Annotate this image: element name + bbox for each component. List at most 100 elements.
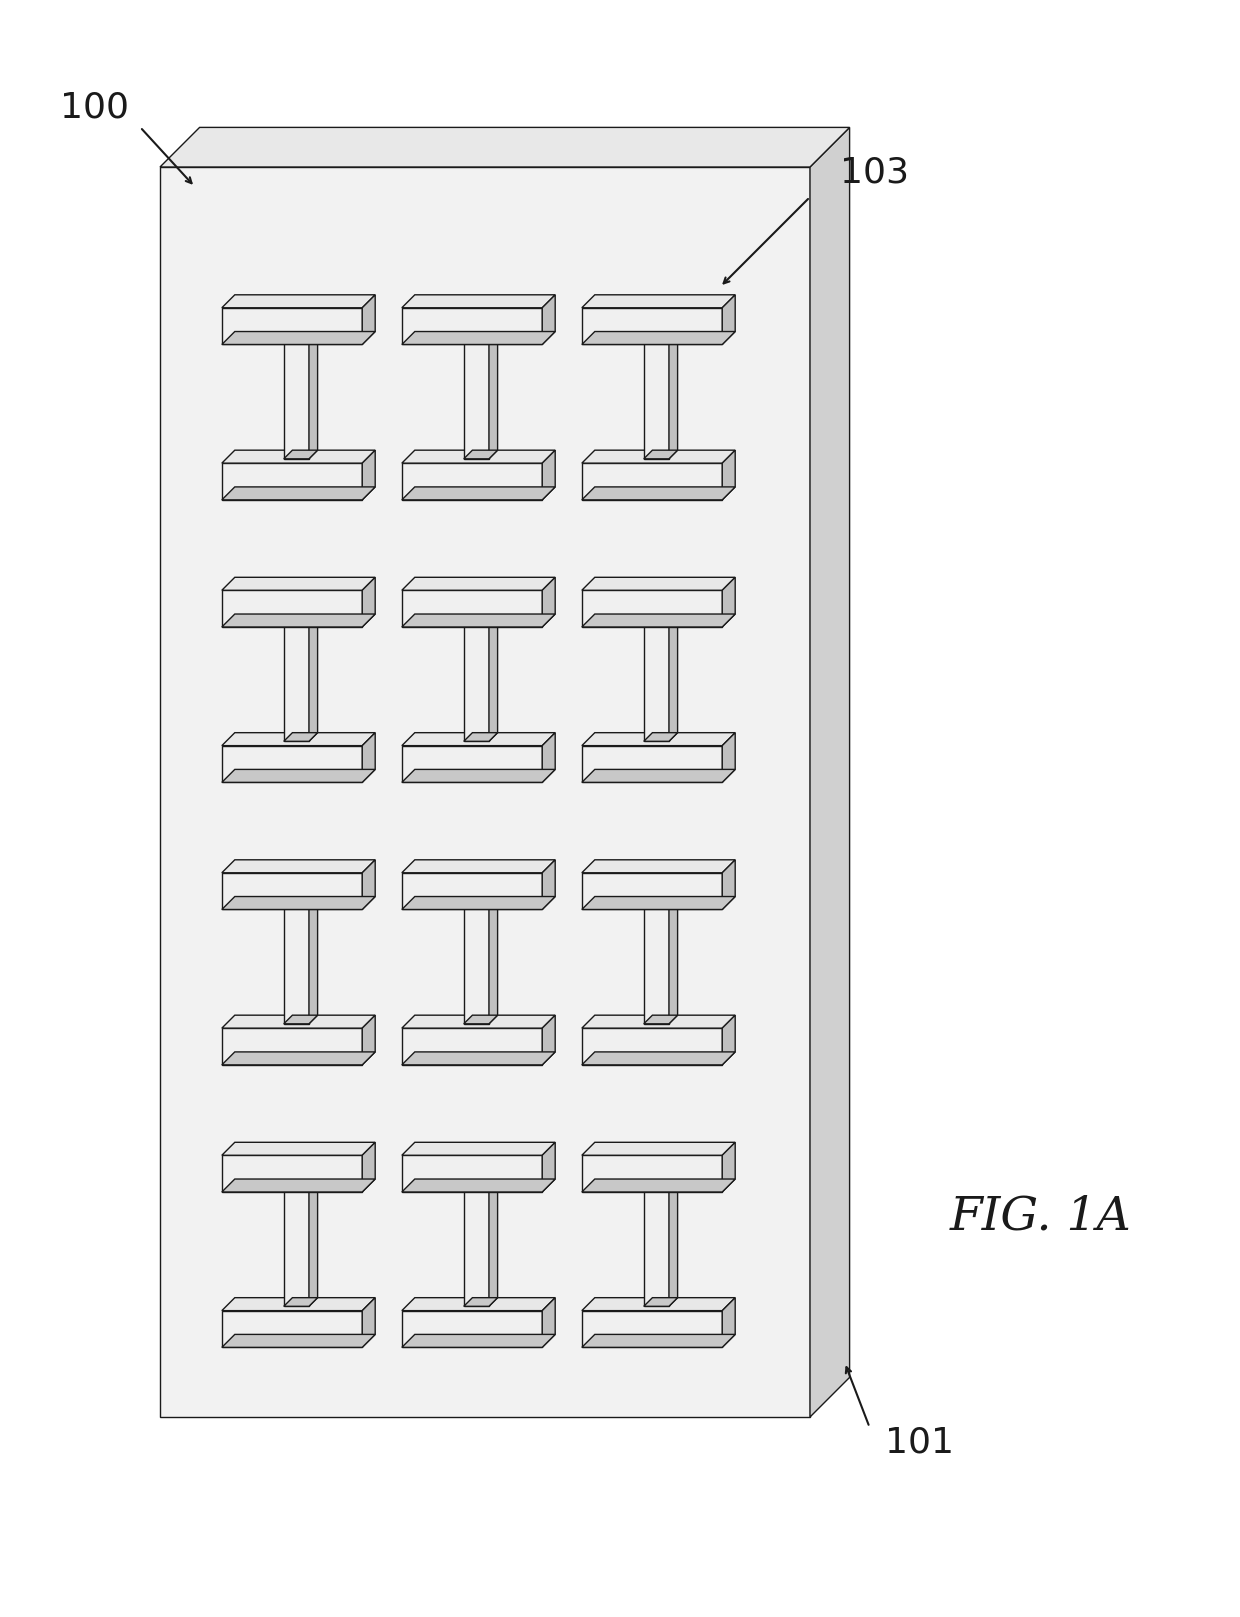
Polygon shape: [644, 733, 677, 741]
Polygon shape: [402, 1155, 542, 1192]
Polygon shape: [284, 1187, 309, 1307]
Polygon shape: [542, 1142, 556, 1192]
Polygon shape: [582, 1142, 735, 1155]
Polygon shape: [582, 1015, 735, 1028]
Polygon shape: [362, 1298, 376, 1347]
Polygon shape: [284, 450, 317, 459]
Polygon shape: [644, 450, 677, 459]
Polygon shape: [464, 1187, 489, 1307]
Polygon shape: [582, 1028, 722, 1066]
Polygon shape: [542, 577, 556, 627]
Polygon shape: [644, 331, 677, 340]
Polygon shape: [222, 1028, 362, 1066]
Polygon shape: [582, 1155, 722, 1192]
Polygon shape: [542, 860, 556, 909]
Polygon shape: [362, 1015, 376, 1066]
Polygon shape: [668, 331, 677, 459]
Polygon shape: [222, 896, 376, 909]
Polygon shape: [222, 770, 376, 783]
Polygon shape: [489, 896, 497, 1024]
Polygon shape: [582, 462, 722, 500]
Polygon shape: [464, 614, 497, 623]
Polygon shape: [402, 1179, 556, 1192]
Polygon shape: [362, 860, 376, 909]
Polygon shape: [464, 896, 497, 906]
Text: 100: 100: [61, 91, 129, 125]
Polygon shape: [668, 896, 677, 1024]
Polygon shape: [582, 614, 735, 627]
Polygon shape: [542, 733, 556, 783]
Polygon shape: [160, 128, 849, 167]
Polygon shape: [402, 873, 542, 909]
Polygon shape: [284, 733, 317, 741]
Polygon shape: [489, 331, 497, 459]
Polygon shape: [222, 860, 376, 873]
Polygon shape: [489, 1179, 497, 1307]
Polygon shape: [810, 128, 849, 1416]
Polygon shape: [362, 294, 376, 344]
Polygon shape: [362, 450, 376, 500]
Polygon shape: [222, 1015, 376, 1028]
Polygon shape: [582, 1298, 735, 1311]
Polygon shape: [464, 1298, 497, 1307]
Polygon shape: [402, 1142, 556, 1155]
Polygon shape: [362, 577, 376, 627]
Polygon shape: [582, 294, 735, 307]
Polygon shape: [309, 331, 317, 459]
Polygon shape: [222, 577, 376, 590]
Polygon shape: [402, 462, 542, 500]
Polygon shape: [668, 1179, 677, 1307]
Polygon shape: [582, 307, 722, 344]
Polygon shape: [402, 770, 556, 783]
Polygon shape: [222, 462, 362, 500]
Polygon shape: [582, 1334, 735, 1347]
Polygon shape: [582, 860, 735, 873]
Polygon shape: [402, 294, 556, 307]
Polygon shape: [582, 450, 735, 462]
Polygon shape: [542, 450, 556, 500]
Polygon shape: [644, 1179, 677, 1187]
Polygon shape: [644, 340, 668, 459]
Polygon shape: [222, 487, 376, 500]
Polygon shape: [582, 1179, 735, 1192]
Polygon shape: [582, 1311, 722, 1347]
Polygon shape: [644, 1015, 677, 1024]
Polygon shape: [284, 614, 317, 623]
Polygon shape: [464, 1015, 497, 1024]
Polygon shape: [582, 1053, 735, 1066]
Polygon shape: [582, 770, 735, 783]
Polygon shape: [222, 745, 362, 783]
Polygon shape: [402, 487, 556, 500]
Polygon shape: [222, 450, 376, 462]
Polygon shape: [542, 1015, 556, 1066]
Polygon shape: [402, 1028, 542, 1066]
Polygon shape: [284, 896, 317, 906]
Polygon shape: [284, 906, 309, 1024]
Polygon shape: [160, 167, 810, 1416]
Polygon shape: [402, 331, 556, 344]
Polygon shape: [464, 733, 497, 741]
Polygon shape: [222, 1311, 362, 1347]
Polygon shape: [222, 331, 376, 344]
Polygon shape: [222, 294, 376, 307]
Polygon shape: [362, 1142, 376, 1192]
Polygon shape: [464, 331, 497, 340]
Polygon shape: [284, 340, 309, 459]
Polygon shape: [402, 1298, 556, 1311]
Polygon shape: [402, 307, 542, 344]
Polygon shape: [464, 450, 497, 459]
Polygon shape: [222, 1179, 376, 1192]
Polygon shape: [402, 450, 556, 462]
Text: 103: 103: [839, 155, 909, 189]
Polygon shape: [722, 1298, 735, 1347]
Polygon shape: [464, 1179, 497, 1187]
Polygon shape: [402, 1015, 556, 1028]
Polygon shape: [582, 487, 735, 500]
Polygon shape: [644, 896, 677, 906]
Polygon shape: [222, 1298, 376, 1311]
Polygon shape: [402, 590, 542, 627]
Polygon shape: [284, 1179, 317, 1187]
Polygon shape: [402, 860, 556, 873]
Polygon shape: [644, 623, 668, 741]
Polygon shape: [402, 577, 556, 590]
